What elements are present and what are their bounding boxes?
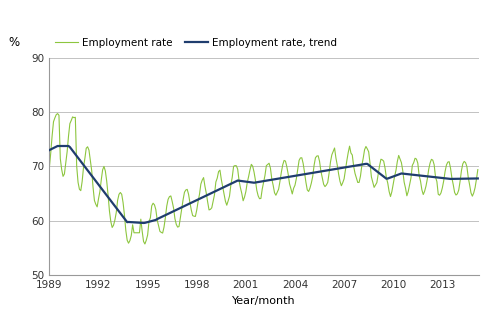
Employment rate: [338, 184, 344, 188]
Employment rate: [475, 168, 481, 172]
Employment rate, trend: [311, 171, 317, 174]
Employment rate: [142, 242, 148, 246]
Employment rate: [311, 164, 317, 167]
Employment rate: [284, 165, 290, 169]
Employment rate, trend: [59, 144, 65, 148]
Line: Employment rate: Employment rate: [49, 114, 478, 244]
Employment rate, trend: [284, 175, 290, 179]
Employment rate, trend: [336, 166, 342, 170]
Employment rate: [458, 169, 464, 172]
Employment rate, trend: [458, 177, 464, 181]
Employment rate: [46, 165, 52, 169]
Legend: Employment rate, Employment rate, trend: Employment rate, Employment rate, trend: [55, 38, 337, 48]
Employment rate, trend: [46, 148, 52, 152]
X-axis label: Year/month: Year/month: [233, 296, 296, 306]
Line: Employment rate, trend: Employment rate, trend: [49, 146, 478, 223]
Employment rate, trend: [338, 166, 344, 170]
Text: %: %: [8, 36, 20, 49]
Employment rate: [59, 168, 65, 172]
Employment rate, trend: [475, 177, 481, 180]
Employment rate: [55, 112, 61, 116]
Employment rate: [336, 172, 342, 176]
Employment rate, trend: [141, 221, 147, 225]
Employment rate, trend: [56, 144, 62, 148]
